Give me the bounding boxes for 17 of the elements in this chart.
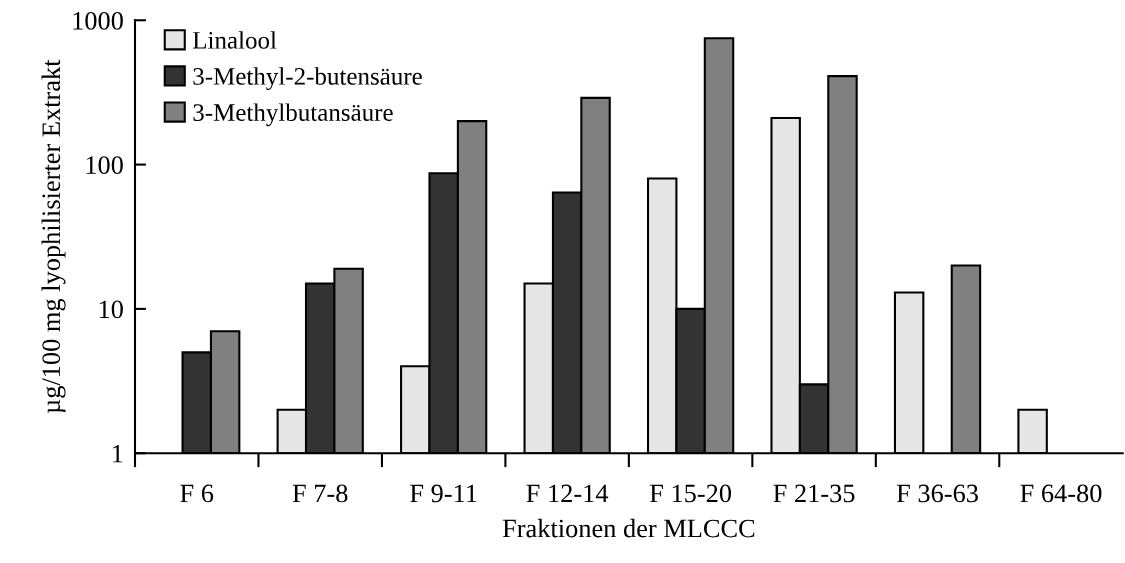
- y-axis-title: µg/100 mg lyophilisierter Extrakt: [41, 59, 66, 414]
- x-tick-label: F 6: [180, 484, 214, 503]
- y-tick-label: 10: [99, 300, 123, 319]
- y-tick-label: 1: [113, 444, 123, 463]
- legend-label: Linalool: [192, 31, 277, 49]
- x-tick-label: F 64-80: [1020, 484, 1102, 503]
- y-tick-label: 1000: [73, 11, 123, 30]
- legend-label: 3-Methylbutansäure: [193, 103, 393, 127]
- x-tick-label: F 36-63: [896, 484, 978, 503]
- y-tick-label: 100: [86, 156, 123, 174]
- x-tick-label: F 9-11: [410, 484, 477, 503]
- x-tick-label: F 15-20: [649, 484, 732, 503]
- x-axis-title: Fraktionen der MLCCC: [502, 518, 755, 538]
- x-tick-label: F 12-14: [526, 484, 609, 503]
- x-tick-label: F 21-35: [773, 484, 855, 503]
- x-tick-label: F 7-8: [292, 484, 348, 503]
- legend-label: 3-Methyl-2-butensäure: [193, 67, 422, 90]
